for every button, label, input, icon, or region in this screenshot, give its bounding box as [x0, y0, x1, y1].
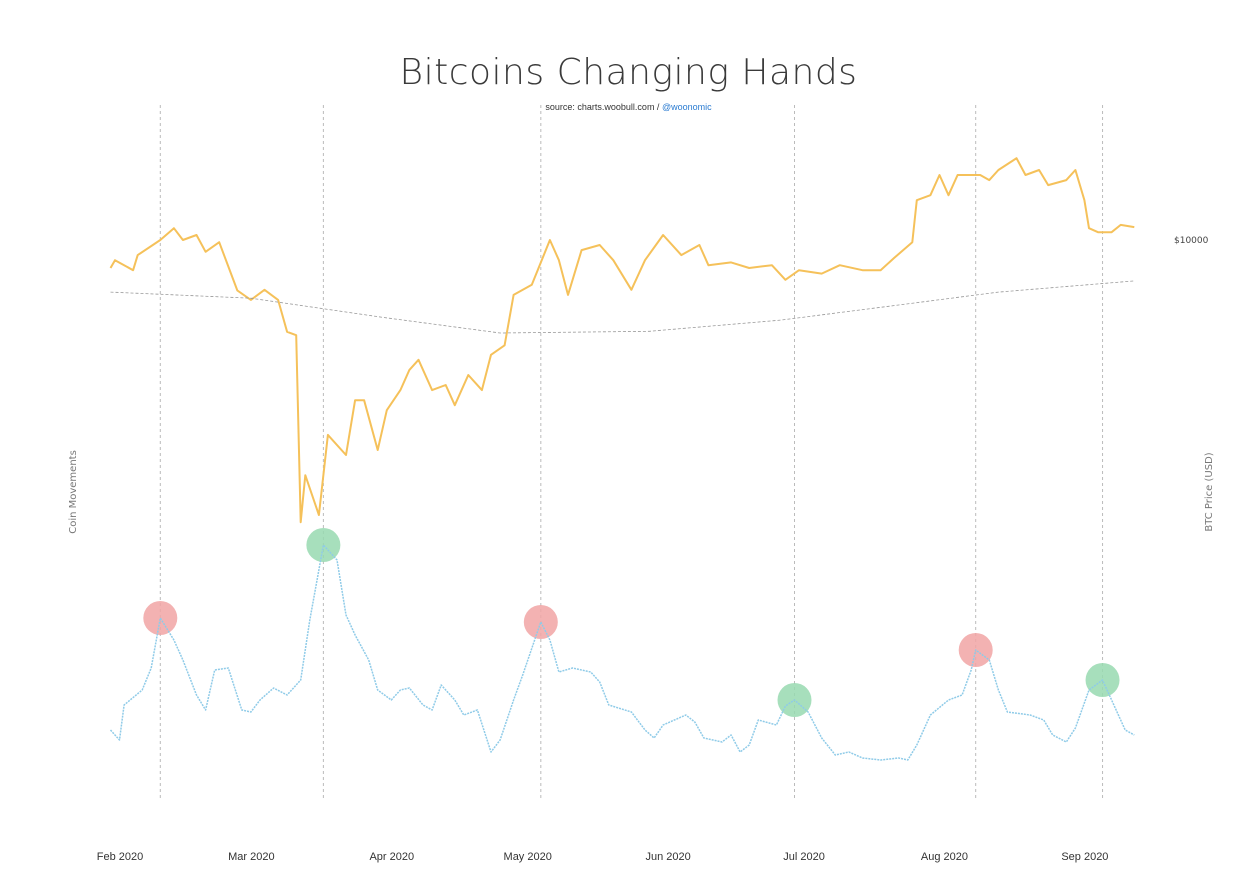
author-handle-link[interactable]: @woonomic	[661, 102, 712, 112]
x-tick-label: Apr 2020	[369, 851, 414, 863]
x-tick-label: May 2020	[504, 851, 552, 863]
source-text: source: charts.woobull.com /	[545, 102, 660, 112]
peak-marker-red	[143, 601, 178, 635]
peak-marker-red	[523, 605, 558, 639]
chart-subtitle: source: charts.woobull.com / @woonomic	[0, 102, 1257, 112]
x-tick-label: Jun 2020	[645, 851, 690, 863]
moving-average-line	[110, 280, 1135, 334]
coin-movements-line	[109, 544, 1135, 761]
x-tick-label: Jul 2020	[783, 851, 825, 863]
y-axis-right-label: BTC Price (USD)	[1204, 452, 1215, 531]
x-tick-label: Feb 2020	[97, 851, 143, 863]
x-axis-ticks: Feb 2020 Mar 2020 Apr 2020 May 2020 Jun 2020…	[97, 851, 1109, 863]
y-axis-left-label: Coin Movements	[68, 450, 79, 534]
price-line	[109, 157, 1135, 524]
peak-markers	[143, 528, 1120, 717]
x-tick-label: Aug 2020	[921, 851, 968, 863]
right-axis-tick: $10000	[1174, 236, 1209, 246]
chart-title: Bitcoins Changing Hands	[399, 52, 858, 93]
peak-marker-green	[306, 528, 341, 562]
series-lines	[109, 157, 1135, 761]
x-tick-label: Mar 2020	[228, 851, 274, 863]
x-tick-label: Sep 2020	[1061, 851, 1108, 863]
marker-guide-lines	[159, 105, 1104, 800]
